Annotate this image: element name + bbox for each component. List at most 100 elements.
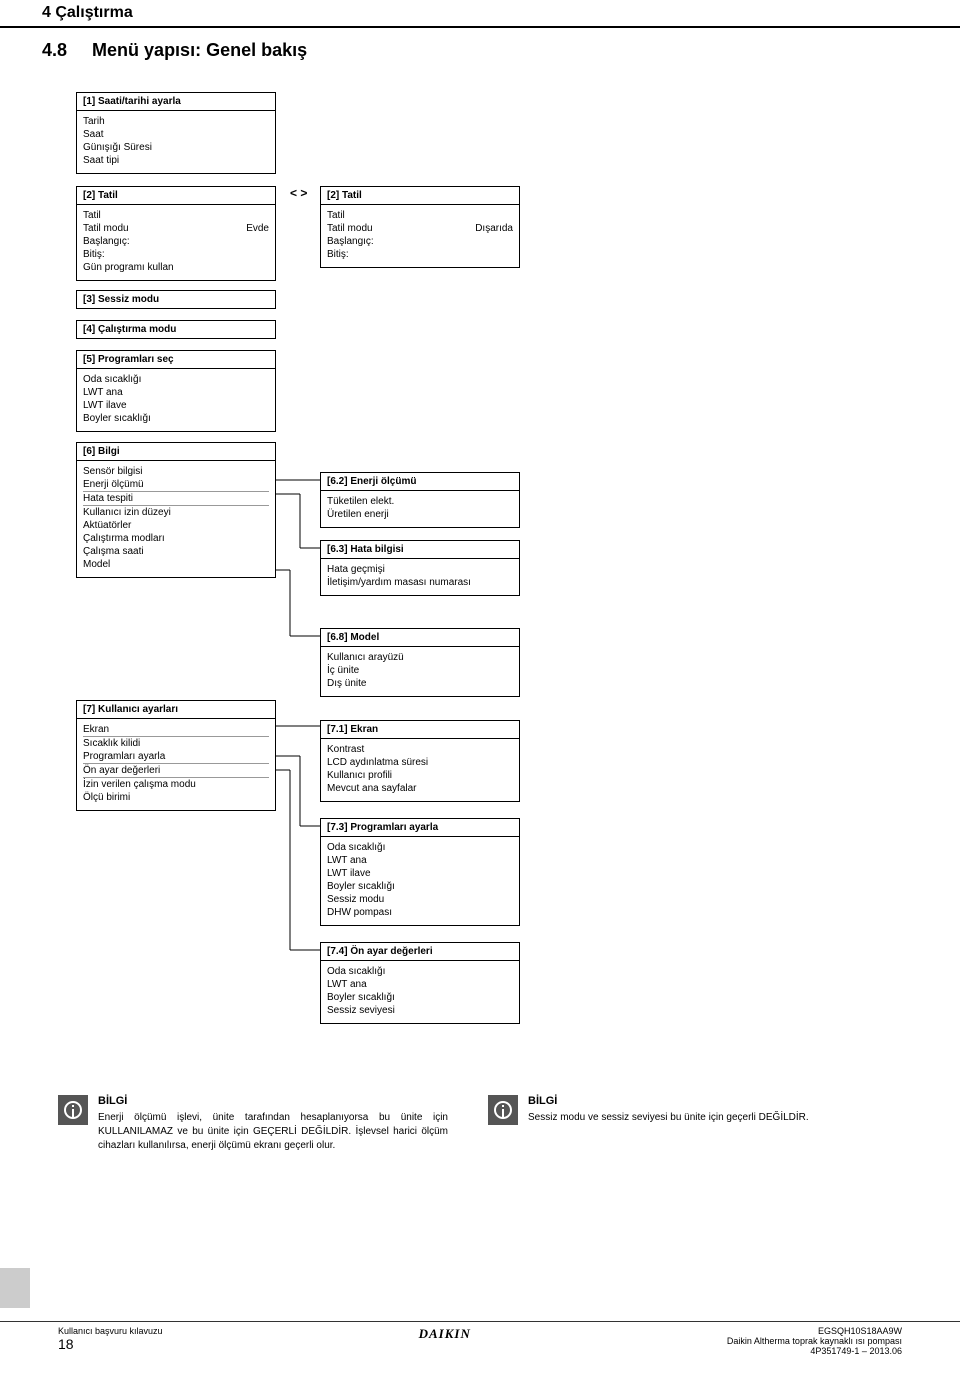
info-right-body: Sessiz modu ve sessiz seviyesi bu ünite … bbox=[528, 1111, 809, 1125]
item: Başlangıç: bbox=[83, 235, 269, 248]
info-left: BİLGİ Enerji ölçümü işlevi, ünite tarafı… bbox=[58, 1095, 448, 1153]
item: Ön ayar değerleri bbox=[83, 764, 269, 778]
menu-6-8: [6.8] Model Kullanıcı arayüzü İç ünite D… bbox=[320, 628, 520, 697]
menu-2b: [2] Tatil Tatil Tatil moduDışarıda Başla… bbox=[320, 186, 520, 268]
item-v: Evde bbox=[246, 223, 269, 234]
item-k: Tatil modu bbox=[83, 223, 129, 234]
info-left-title: BİLGİ bbox=[98, 1095, 448, 1107]
menu-7-3-title: [7.3] Programları ayarla bbox=[320, 818, 520, 836]
section-header: 4 Çalıştırma bbox=[0, 0, 960, 28]
item: LWT ana bbox=[327, 854, 513, 867]
item: Enerji ölçümü bbox=[83, 478, 269, 492]
arrow-icon: < > bbox=[290, 186, 307, 200]
item: Kontrast bbox=[327, 743, 513, 756]
menu-6-3-title: [6.3] Hata bilgisi bbox=[320, 540, 520, 558]
subtitle-num: 4.8 bbox=[42, 40, 67, 60]
item: Saat tipi bbox=[83, 154, 269, 167]
item: Gün programı kullan bbox=[83, 261, 269, 274]
item: İç ünite bbox=[327, 664, 513, 677]
item: LWT ana bbox=[327, 978, 513, 991]
menu-7-4: [7.4] Ön ayar değerleri Oda sıcaklığı LW… bbox=[320, 942, 520, 1024]
menu-3: [3] Sessiz modu bbox=[76, 290, 276, 309]
menu-1-title: [1] Saati/tarihi ayarla bbox=[76, 92, 276, 110]
info-left-body: Enerji ölçümü işlevi, ünite tarafından h… bbox=[98, 1111, 448, 1153]
menu-5-title: [5] Programları seç bbox=[76, 350, 276, 368]
menu-6: [6] Bilgi Sensör bilgisi Enerji ölçümü H… bbox=[76, 442, 276, 578]
item: Programları ayarla bbox=[83, 750, 269, 764]
info-row: BİLGİ Enerji ölçümü işlevi, ünite tarafı… bbox=[58, 1095, 878, 1153]
item: LWT ilave bbox=[83, 399, 269, 412]
footer: Kullanıcı başvuru kılavuzu 18 DAIKIN EGS… bbox=[0, 1321, 960, 1356]
footer-ref: 4P351749-1 – 2013.06 bbox=[727, 1346, 902, 1356]
item: Tatil bbox=[83, 209, 269, 222]
menu-7: [7] Kullanıcı ayarları Ekran Sıcaklık ki… bbox=[76, 700, 276, 811]
item: LCD aydınlatma süresi bbox=[327, 756, 513, 769]
item: Boyler sıcaklığı bbox=[327, 880, 513, 893]
menu-7-3: [7.3] Programları ayarla Oda sıcaklığı L… bbox=[320, 818, 520, 926]
item-v: Dışarıda bbox=[475, 223, 513, 234]
item: Sensör bilgisi bbox=[83, 465, 269, 478]
menu-6-2: [6.2] Enerji ölçümü Tüketilen elekt. Üre… bbox=[320, 472, 520, 528]
menu-2b-title: [2] Tatil bbox=[320, 186, 520, 204]
menu-6-2-title: [6.2] Enerji ölçümü bbox=[320, 472, 520, 490]
item: Kullanıcı izin düzeyi bbox=[83, 506, 269, 519]
item: Tarih bbox=[83, 115, 269, 128]
menu-1: [1] Saati/tarihi ayarla Tarih Saat Günış… bbox=[76, 92, 276, 174]
item: Boyler sıcaklığı bbox=[327, 991, 513, 1004]
item: Oda sıcaklığı bbox=[327, 841, 513, 854]
info-right-title: BİLGİ bbox=[528, 1095, 809, 1107]
footer-model: EGSQH10S18AA9W bbox=[727, 1326, 902, 1336]
item: Model bbox=[83, 558, 269, 571]
menu-6-8-title: [6.8] Model bbox=[320, 628, 520, 646]
menu-7-4-title: [7.4] Ön ayar değerleri bbox=[320, 942, 520, 960]
item: Sessiz seviyesi bbox=[327, 1004, 513, 1017]
item: Oda sıcaklığı bbox=[83, 373, 269, 386]
info-icon bbox=[488, 1095, 518, 1125]
item: LWT ilave bbox=[327, 867, 513, 880]
menu-6-title: [6] Bilgi bbox=[76, 442, 276, 460]
item: Aktüatörler bbox=[83, 519, 269, 532]
item: Hata geçmişi bbox=[327, 563, 513, 576]
item-k: Tatil modu bbox=[327, 223, 373, 234]
footer-doc-title: Kullanıcı başvuru kılavuzu bbox=[58, 1326, 163, 1336]
item: Tüketilen elekt. bbox=[327, 495, 513, 508]
menu-3-title: [3] Sessiz modu bbox=[76, 290, 276, 309]
item: Kullanıcı arayüzü bbox=[327, 651, 513, 664]
subtitle: 4.8 Menü yapısı: Genel bakış bbox=[0, 34, 960, 73]
item: DHW pompası bbox=[327, 906, 513, 919]
footer-page-num: 18 bbox=[58, 1336, 163, 1352]
item: Dış ünite bbox=[327, 677, 513, 690]
menu-2a-title: [2] Tatil bbox=[76, 186, 276, 204]
item: Sıcaklık kilidi bbox=[83, 737, 269, 750]
subtitle-text: Menü yapısı: Genel bakış bbox=[92, 40, 307, 60]
page-tab bbox=[0, 1268, 30, 1308]
item: Sessiz modu bbox=[327, 893, 513, 906]
item: Ekran bbox=[83, 723, 269, 737]
item: Çalıştırma modları bbox=[83, 532, 269, 545]
item: Üretilen enerji bbox=[327, 508, 513, 521]
menu-6-3: [6.3] Hata bilgisi Hata geçmişi İletişim… bbox=[320, 540, 520, 596]
item: Kullanıcı profili bbox=[327, 769, 513, 782]
item: Hata tespiti bbox=[83, 492, 269, 506]
menu-7-1-title: [7.1] Ekran bbox=[320, 720, 520, 738]
menu-7-1: [7.1] Ekran Kontrast LCD aydınlatma süre… bbox=[320, 720, 520, 802]
item: Bitiş: bbox=[83, 248, 269, 261]
item: Çalışma saati bbox=[83, 545, 269, 558]
item: Ölçü birimi bbox=[83, 791, 269, 804]
item: Günışığı Süresi bbox=[83, 141, 269, 154]
menu-7-title: [7] Kullanıcı ayarları bbox=[76, 700, 276, 718]
menu-5: [5] Programları seç Oda sıcaklığı LWT an… bbox=[76, 350, 276, 432]
item: Mevcut ana sayfalar bbox=[327, 782, 513, 795]
item: LWT ana bbox=[83, 386, 269, 399]
item: İletişim/yardım masası numarası bbox=[327, 576, 513, 589]
item: Saat bbox=[83, 128, 269, 141]
item: Bitiş: bbox=[327, 248, 513, 261]
menu-2a: [2] Tatil Tatil Tatil modu Evde Başlangıç… bbox=[76, 186, 276, 281]
info-right: BİLGİ Sessiz modu ve sessiz seviyesi bu … bbox=[488, 1095, 878, 1153]
item: Oda sıcaklığı bbox=[327, 965, 513, 978]
footer-brand: DAIKIN bbox=[419, 1326, 471, 1356]
menu-4: [4] Çalıştırma modu bbox=[76, 320, 276, 339]
footer-product: Daikin Altherma toprak kaynaklı ısı pomp… bbox=[727, 1336, 902, 1346]
info-icon bbox=[58, 1095, 88, 1125]
item: İzin verilen çalışma modu bbox=[83, 778, 269, 791]
